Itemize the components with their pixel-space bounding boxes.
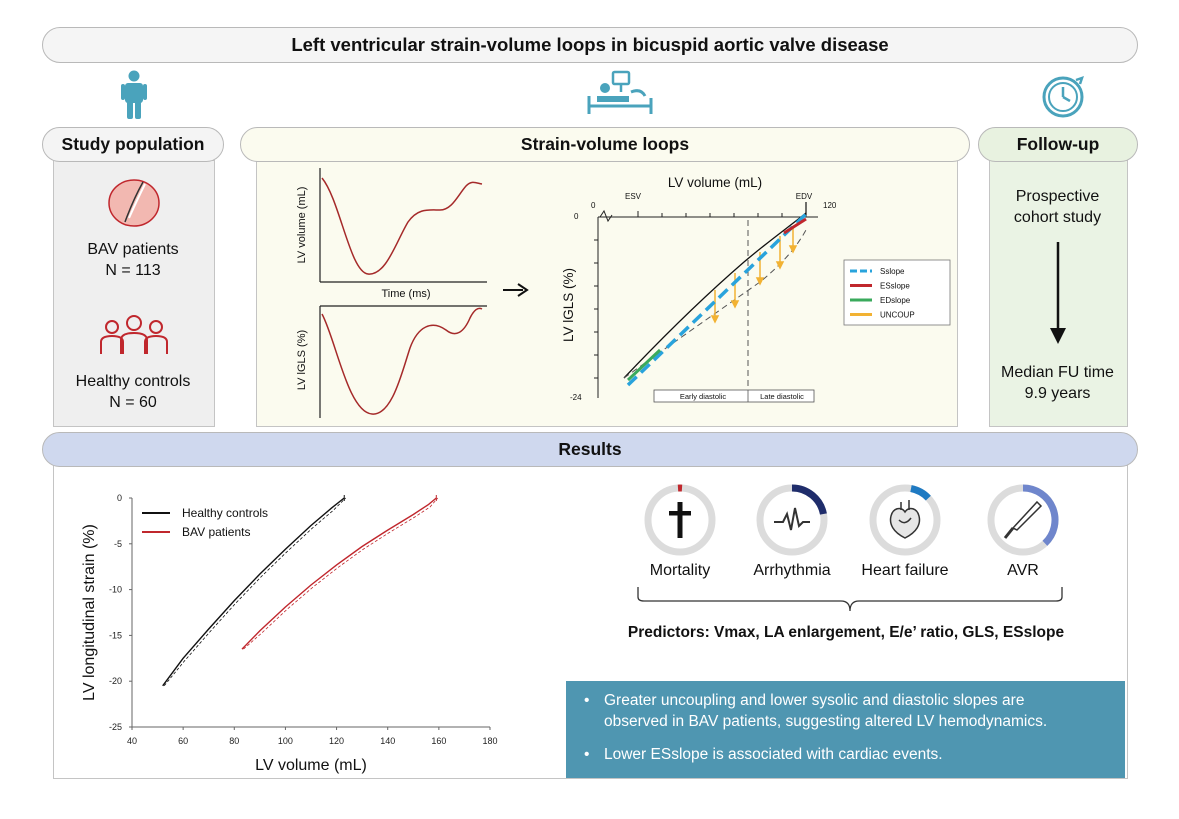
y-tick-label: -25 <box>109 722 122 732</box>
series-dashed-0 <box>163 497 346 687</box>
x-tick-label: 120 <box>329 736 344 746</box>
legend-label: ESslope <box>880 282 910 291</box>
bav-label: BAV patients <box>87 241 179 258</box>
controls-count: N = 60 <box>109 394 157 411</box>
x-axis-label: LV volume (mL) <box>255 757 367 774</box>
uncoupling-arrows <box>710 226 798 324</box>
person-icon <box>121 70 147 119</box>
y-tick-label: -15 <box>109 630 122 640</box>
sslope-line <box>626 212 808 387</box>
outcome-label: Arrhythmia <box>753 562 831 579</box>
x-tick-label: 80 <box>229 736 239 746</box>
title-banner: Left ventricular strain-volume loops in … <box>42 27 1138 63</box>
predictors-text: Predictors: Vmax, LA enlargement, E/e’ r… <box>627 624 1065 641</box>
x-tick-label: 180 <box>482 736 497 746</box>
x-tick-label: 60 <box>178 736 188 746</box>
esslope-line <box>783 217 807 235</box>
outcome-label: Heart failure <box>861 562 949 579</box>
bullet-1-marker: • <box>584 692 590 709</box>
svl-schematic: LV volume (mL) Time (ms) LV lGLS (%) LV … <box>296 168 951 418</box>
bullet-1-line2: observed in BAV patients, suggesting alt… <box>604 713 1048 730</box>
heart-icon <box>869 484 941 556</box>
median-fu-line2: 9.9 years <box>1024 385 1091 402</box>
bullet-2-text: Lower ESslope is associated with cardiac… <box>604 746 943 763</box>
page-title: Left ventricular strain-volume loops in … <box>291 34 889 55</box>
follow-up-header: Follow-up <box>978 127 1138 162</box>
follow-up-heading: Follow-up <box>1016 134 1100 154</box>
outcome-label: Mortality <box>649 562 711 579</box>
legend-label-1: BAV patients <box>182 525 250 539</box>
results-heading: Results <box>558 439 622 459</box>
x-tick-label: 100 <box>278 736 293 746</box>
x-tick-label: 140 <box>380 736 395 746</box>
edv-label: EDV <box>796 192 813 201</box>
bullet-2-marker: • <box>584 746 590 763</box>
y-tick-label: 0 <box>117 493 122 503</box>
tick-x-120: 120 <box>823 201 837 210</box>
study-population-header: Study population <box>42 127 224 162</box>
volume-y-label: LV volume (mL) <box>296 187 308 264</box>
follow-up-line2: cohort study <box>1013 209 1102 226</box>
gls-y-label: LV lGLS (%) <box>296 330 308 390</box>
strain-volume-chart: 40 60 80 100 120 140 160 180 0 -5 -10 -15 -20 -25 LV v… <box>81 493 498 774</box>
esv-label: ESV <box>625 192 642 201</box>
arrow-down-icon <box>1050 242 1066 344</box>
legend-label-0: Healthy controls <box>182 506 268 520</box>
time-x-label: Time (ms) <box>381 288 430 300</box>
strain-volume-heading: Strain-volume loops <box>520 134 690 154</box>
gls-curve <box>321 307 483 415</box>
group-icon <box>100 315 168 354</box>
y-tick-label: -20 <box>109 676 122 686</box>
y-tick-label: -5 <box>114 539 122 549</box>
results-header: Results <box>42 432 1138 467</box>
outcomes-brace <box>637 587 1063 612</box>
tick-y-24: -24 <box>570 393 582 402</box>
strain-volume-header: Strain-volume loops <box>240 127 970 162</box>
legend-label: UNCOUP <box>880 311 915 320</box>
scalpel-icon <box>987 484 1059 556</box>
bav-count: N = 113 <box>105 262 161 279</box>
loop-y-label: LV lGLS (%) <box>561 268 576 342</box>
outcome-label: AVR <box>1007 562 1039 579</box>
tick-x-0: 0 <box>591 201 596 210</box>
study-population-heading: Study population <box>61 134 205 154</box>
y-tick-label: -10 <box>109 585 122 595</box>
follow-up-line1: Prospective <box>1015 188 1100 205</box>
cross-icon <box>644 484 716 556</box>
edslope-line <box>626 348 662 382</box>
ecg-icon <box>756 484 828 556</box>
loop-x-label: LV volume (mL) <box>668 175 762 190</box>
echocardiography-icon <box>587 70 653 114</box>
x-tick-label: 160 <box>431 736 446 746</box>
clock-icon <box>1042 76 1084 118</box>
series-line-1 <box>241 497 437 650</box>
series-dashed-1 <box>243 497 439 650</box>
volume-curve <box>321 177 483 275</box>
legend-label: EDslope <box>880 296 911 305</box>
controls-label: Healthy controls <box>75 373 191 390</box>
early-diastolic-label: Early diastolic <box>680 392 727 401</box>
strain-volume-panel <box>256 160 958 427</box>
series-line-0 <box>162 497 345 687</box>
tick-y-0: 0 <box>574 212 579 221</box>
key-findings-box: • Greater uncoupling and lower sysolic a… <box>566 681 1125 778</box>
late-diastolic-label: Late diastolic <box>760 392 804 401</box>
aortic-valve-icon <box>108 179 160 227</box>
median-fu-line1: Median FU time <box>1001 364 1114 381</box>
x-tick-label: 40 <box>127 736 137 746</box>
y-axis-label: LV longitudinal strain (%) <box>81 524 98 701</box>
bullet-1-line1: Greater uncoupling and lower sysolic and… <box>604 692 1025 709</box>
loop-systolic <box>623 212 807 379</box>
legend-label: Sslope <box>880 267 905 276</box>
